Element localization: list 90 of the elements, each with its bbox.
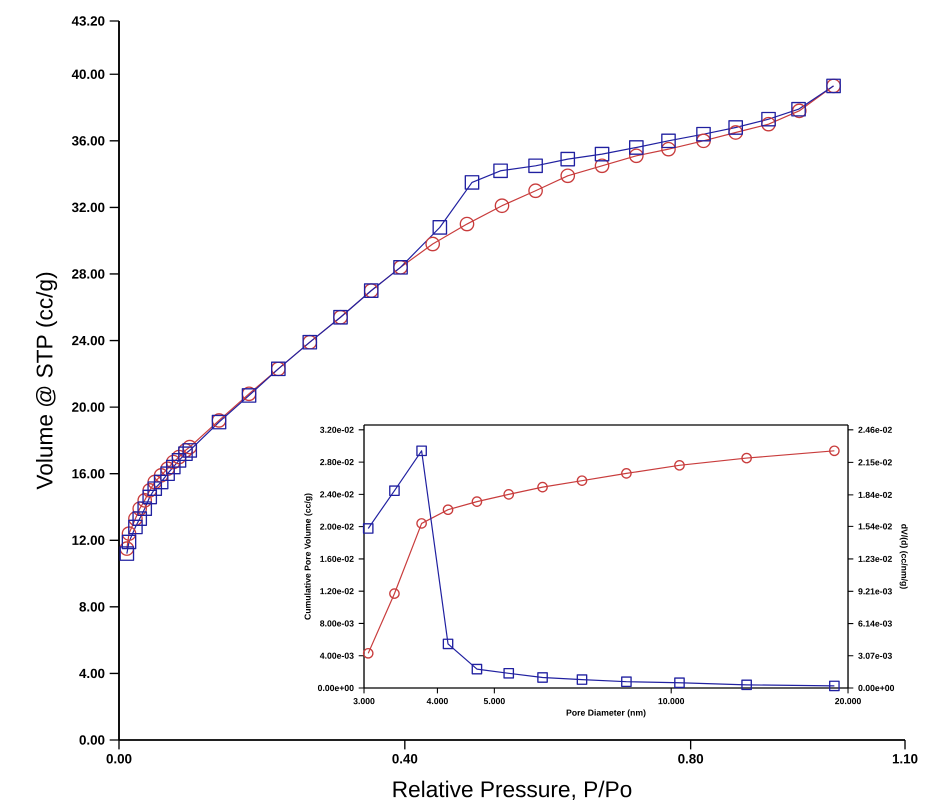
point xyxy=(122,526,136,541)
point xyxy=(147,474,162,490)
y2-axis-title: dV/(d) (cc/nm/g) xyxy=(900,524,908,589)
point xyxy=(594,146,610,162)
point xyxy=(128,511,143,526)
y-tick-label: 0.00 xyxy=(80,735,104,745)
x-tick-label: 10.000 xyxy=(658,698,684,704)
point xyxy=(629,148,644,164)
point xyxy=(425,236,440,252)
point xyxy=(728,125,743,140)
point xyxy=(728,120,743,135)
y2-tick-label: 1.54e-02 xyxy=(858,523,892,530)
y-tick-label: 40.00 xyxy=(72,70,104,79)
x-tick-label: 0.00 xyxy=(106,754,132,764)
y-tick-label: 32.00 xyxy=(72,202,104,212)
x-tick-label: 4.000 xyxy=(426,698,448,704)
point xyxy=(172,453,186,468)
point xyxy=(460,216,474,232)
point xyxy=(128,520,143,534)
point xyxy=(594,158,610,174)
point xyxy=(464,175,480,190)
point xyxy=(761,116,776,132)
x-tick-label: 3.000 xyxy=(353,698,374,704)
y-tick-label: 3.20e-02 xyxy=(320,426,354,433)
point xyxy=(132,501,148,516)
point xyxy=(166,460,181,474)
point xyxy=(160,466,175,482)
point xyxy=(154,468,168,483)
y-axis-title: Cumulative Pore Volume (cc/g) xyxy=(304,493,312,620)
y-tick-label: 1.60e-02 xyxy=(320,556,354,562)
y-axis-title: Volume @ STP (cc/g) xyxy=(36,272,58,490)
y-tick-label: 24.00 xyxy=(72,336,104,346)
point xyxy=(560,168,576,184)
point xyxy=(154,474,168,490)
point xyxy=(122,534,136,550)
y-tick-label: 28.00 xyxy=(72,269,104,279)
point xyxy=(696,133,711,148)
point xyxy=(178,446,193,462)
x-tick-label: 5.000 xyxy=(484,698,505,704)
y-tick-label: 4.00 xyxy=(79,668,104,678)
point xyxy=(494,198,510,214)
point xyxy=(432,220,448,235)
point xyxy=(120,541,134,556)
point xyxy=(137,492,152,508)
point xyxy=(147,481,162,496)
y2-tick-label: 3.07e-03 xyxy=(858,652,892,659)
x-axis-title: Relative Pressure, P/Po xyxy=(394,780,632,800)
x-tick-label: 20.000 xyxy=(835,698,861,704)
point xyxy=(661,133,676,148)
y-tick-label: 2.00e-02 xyxy=(320,524,354,530)
y-tick-label: 1.20e-02 xyxy=(320,588,354,594)
y2-tick-label: 1.84e-02 xyxy=(858,492,892,498)
y-tick-label: 20.00 xyxy=(72,402,104,412)
y-tick-label: 4.00e-03 xyxy=(320,652,354,659)
y2-tick-label: 0.00e+00 xyxy=(858,684,894,692)
y-tick-label: 0.00e+00 xyxy=(318,684,354,692)
point xyxy=(560,152,576,166)
y2-tick-label: 1.23e-02 xyxy=(858,556,892,562)
point xyxy=(132,511,148,526)
y2-tick-label: 6.14e-03 xyxy=(858,620,892,627)
y-tick-label: 43.20 xyxy=(72,16,104,26)
point xyxy=(629,140,644,155)
point xyxy=(142,490,158,504)
y2-tick-label: 2.15e-02 xyxy=(858,459,892,466)
y2-tick-label: 9.21e-03 xyxy=(858,588,892,594)
point xyxy=(120,546,134,561)
y-tick-label: 2.80e-02 xyxy=(320,459,354,466)
y-tick-label: 2.40e-02 xyxy=(320,491,354,498)
point xyxy=(761,112,776,127)
point xyxy=(182,443,198,458)
point xyxy=(528,183,543,198)
point xyxy=(661,142,676,156)
point xyxy=(160,461,175,476)
y2-tick-label: 2.46e-02 xyxy=(858,426,892,433)
point xyxy=(493,163,508,178)
x-axis-title: Pore Diameter (nm) xyxy=(566,709,646,718)
y-tick-label: 8.00e-03 xyxy=(320,620,354,627)
point xyxy=(528,158,543,174)
y-tick-label: 36.00 xyxy=(72,136,104,146)
x-tick-label: 1.10 xyxy=(892,754,918,764)
point xyxy=(696,126,711,142)
y-tick-label: 12.00 xyxy=(72,536,104,545)
point xyxy=(142,483,158,498)
x-tick-label: 0.80 xyxy=(678,754,704,764)
point xyxy=(172,450,186,464)
point xyxy=(137,501,152,516)
y-tick-label: 8.00 xyxy=(79,602,104,612)
point xyxy=(166,454,181,470)
x-tick-label: 0.40 xyxy=(392,754,418,764)
y-tick-label: 16.00 xyxy=(72,468,104,478)
